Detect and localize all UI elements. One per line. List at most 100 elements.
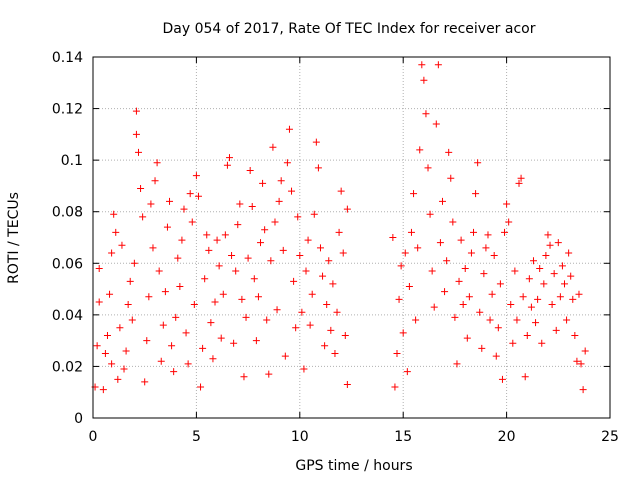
data-point bbox=[472, 190, 480, 198]
x-tick-label: 25 bbox=[601, 429, 619, 445]
data-point bbox=[93, 342, 101, 350]
data-point bbox=[246, 166, 254, 174]
data-point bbox=[155, 267, 163, 275]
data-point bbox=[141, 378, 149, 386]
data-point bbox=[176, 282, 184, 290]
data-point bbox=[271, 218, 279, 226]
data-point bbox=[145, 293, 153, 301]
data-point bbox=[296, 252, 304, 260]
data-point bbox=[190, 301, 198, 309]
data-point bbox=[389, 234, 397, 241]
data-point bbox=[451, 313, 459, 321]
data-point bbox=[579, 386, 587, 394]
data-point bbox=[120, 365, 128, 373]
data-point bbox=[343, 380, 351, 388]
plot-frame bbox=[92, 56, 611, 419]
x-tick-label: 20 bbox=[498, 429, 516, 445]
data-point bbox=[118, 241, 126, 249]
data-point bbox=[250, 275, 258, 283]
data-point bbox=[323, 301, 331, 309]
y-axis-label: ROTI / TECUs bbox=[6, 192, 22, 284]
data-point bbox=[267, 257, 275, 265]
data-point bbox=[337, 187, 345, 195]
data-point bbox=[310, 210, 318, 218]
data-point bbox=[269, 143, 277, 151]
data-point bbox=[412, 316, 420, 324]
data-point bbox=[399, 329, 407, 337]
data-point bbox=[99, 386, 107, 394]
data-point bbox=[327, 326, 335, 334]
data-point bbox=[180, 205, 188, 213]
data-point bbox=[343, 205, 351, 213]
data-point bbox=[422, 110, 430, 118]
data-point bbox=[221, 231, 229, 239]
data-point bbox=[393, 350, 401, 358]
data-point bbox=[166, 197, 174, 205]
data-point bbox=[298, 308, 306, 316]
data-point bbox=[252, 337, 260, 345]
data-point bbox=[199, 344, 207, 352]
data-point bbox=[147, 200, 155, 208]
data-point bbox=[447, 174, 455, 182]
y-tick-label: 0 bbox=[74, 411, 83, 427]
data-point bbox=[95, 264, 103, 272]
data-point bbox=[449, 218, 457, 226]
data-point bbox=[194, 192, 202, 200]
data-point bbox=[203, 231, 211, 239]
data-point bbox=[319, 272, 327, 280]
data-point bbox=[492, 352, 500, 360]
data-point bbox=[192, 172, 200, 180]
data-point bbox=[232, 267, 240, 275]
data-point bbox=[306, 321, 314, 329]
data-point bbox=[331, 350, 339, 358]
data-point bbox=[288, 187, 296, 195]
y-tick-label: 0.1 bbox=[61, 153, 83, 169]
data-point bbox=[509, 339, 517, 347]
data-point bbox=[567, 272, 575, 280]
data-point bbox=[455, 277, 463, 285]
data-point bbox=[228, 252, 236, 260]
data-point bbox=[463, 334, 471, 342]
data-point bbox=[505, 218, 513, 226]
data-point bbox=[414, 244, 422, 252]
data-point bbox=[397, 262, 405, 270]
data-point bbox=[225, 154, 233, 162]
data-point bbox=[401, 249, 409, 257]
data-point bbox=[529, 257, 537, 265]
data-point bbox=[316, 244, 324, 252]
data-point bbox=[405, 282, 413, 290]
data-point bbox=[116, 324, 124, 332]
data-point bbox=[532, 319, 540, 327]
data-point bbox=[257, 239, 265, 247]
data-point bbox=[124, 301, 132, 309]
y-tick-label: 0.04 bbox=[52, 308, 83, 324]
data-point bbox=[234, 221, 242, 229]
x-tick-label: 10 bbox=[291, 429, 309, 445]
data-point bbox=[540, 280, 548, 288]
data-point bbox=[467, 249, 475, 257]
data-point bbox=[575, 290, 583, 298]
data-point bbox=[240, 373, 248, 381]
data-point bbox=[230, 339, 238, 347]
data-point bbox=[143, 337, 151, 345]
data-point bbox=[188, 218, 196, 226]
data-point bbox=[410, 190, 418, 198]
data-point bbox=[577, 360, 585, 368]
data-point bbox=[285, 125, 293, 133]
data-point bbox=[544, 231, 552, 239]
data-point bbox=[432, 120, 440, 128]
data-point bbox=[325, 257, 333, 265]
data-point bbox=[426, 210, 434, 218]
data-point bbox=[108, 249, 116, 257]
data-point bbox=[561, 280, 569, 288]
data-point bbox=[308, 290, 316, 298]
x-tick-label: 15 bbox=[394, 429, 412, 445]
y-tick-labels: 0 0.02 0.04 0.06 0.08 0.1 0.12 0.14 bbox=[52, 50, 83, 427]
data-point bbox=[470, 228, 478, 236]
data-point bbox=[498, 375, 506, 383]
data-point bbox=[513, 316, 521, 324]
data-point bbox=[112, 228, 120, 236]
data-point bbox=[114, 375, 122, 383]
data-point bbox=[223, 161, 231, 169]
data-point bbox=[95, 298, 103, 306]
